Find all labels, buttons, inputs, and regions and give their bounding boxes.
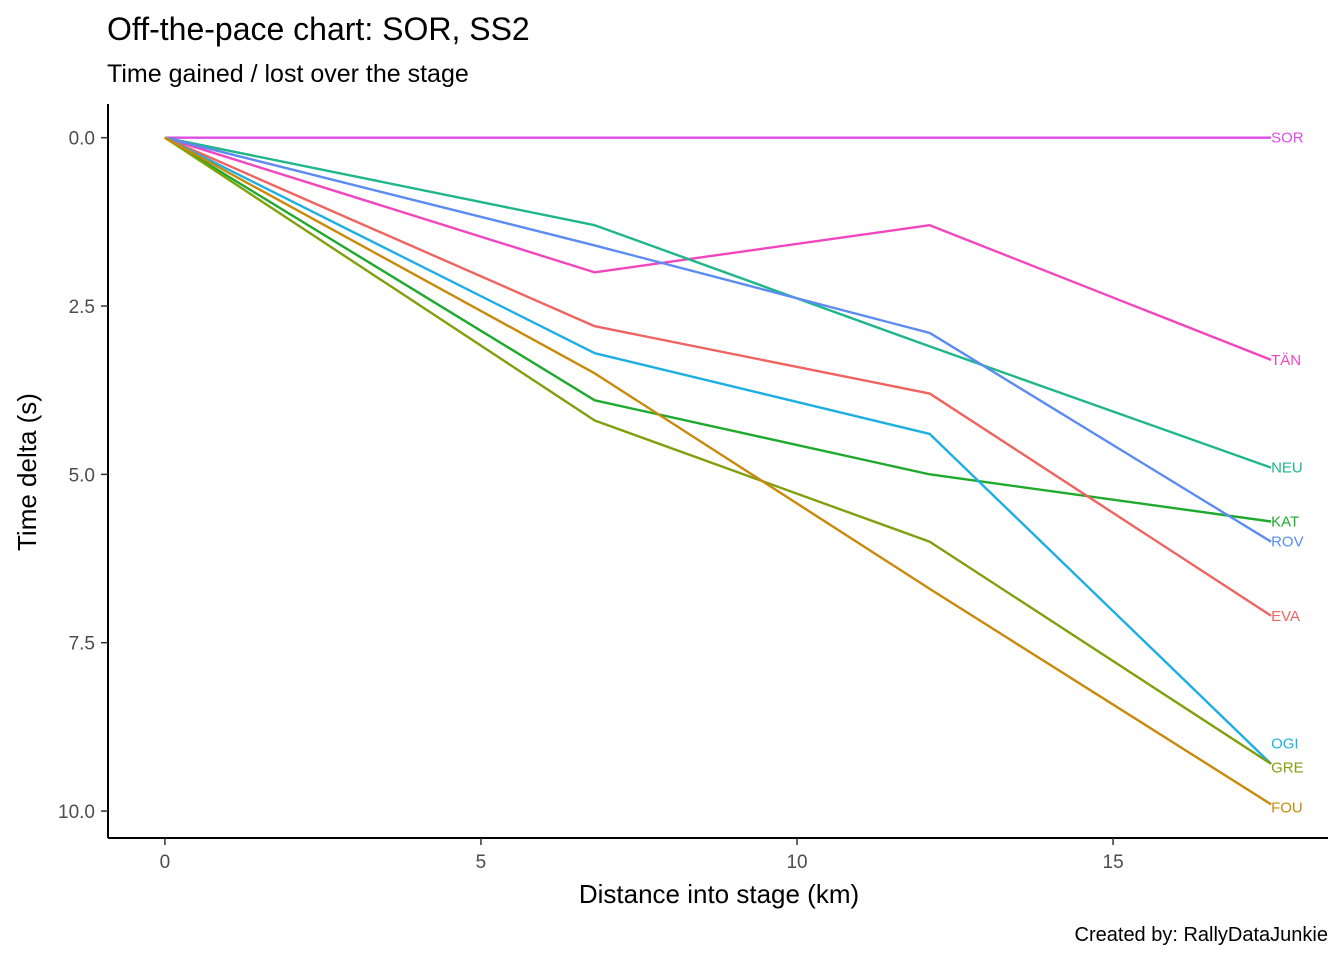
- series-line-ogi: [164, 136, 1272, 765]
- y-tick-label: 2.5: [69, 297, 95, 318]
- series-line-eva: [164, 136, 1272, 617]
- chart-title: Off-the-pace chart: SOR, SS2: [107, 11, 530, 47]
- y-axis-ticks: 0.0 2.5 5.0 7.5 10.0: [58, 129, 108, 823]
- series-end-labels: SOR TÄN NEU KAT ROV EVA OGI GRE FOU: [1271, 130, 1304, 817]
- chart-subtitle: Time gained / lost over the stage: [107, 60, 469, 88]
- y-tick-label: 5.0: [69, 465, 95, 486]
- series-line-fou: [164, 136, 1272, 806]
- series-line-rov: [164, 136, 1272, 543]
- series-line-neu: [164, 136, 1272, 469]
- x-axis-title: Distance into stage (km): [579, 879, 859, 909]
- series-line-kat: [164, 136, 1272, 523]
- x-axis-ticks: 0 5 10 15: [160, 838, 1124, 873]
- series-end-label: ROV: [1271, 534, 1304, 551]
- series-lines: [164, 136, 1272, 806]
- series-end-label: KAT: [1271, 514, 1299, 531]
- chart-caption: Created by: RallyDataJunkie: [1075, 924, 1328, 946]
- x-tick-label: 0: [160, 852, 171, 873]
- series-end-label: OGI: [1271, 736, 1299, 753]
- series-line-tän: [164, 136, 1272, 362]
- series-line-gre: [164, 136, 1272, 765]
- y-tick-label: 10.0: [58, 802, 95, 823]
- x-tick-label: 15: [1103, 852, 1124, 873]
- series-end-label: GRE: [1271, 759, 1304, 776]
- series-end-label: SOR: [1271, 130, 1304, 147]
- y-tick-label: 7.5: [69, 634, 95, 655]
- y-tick-label: 0.0: [69, 129, 95, 150]
- x-tick-label: 5: [476, 852, 487, 873]
- series-end-label: EVA: [1271, 608, 1300, 625]
- series-end-label: NEU: [1271, 460, 1303, 477]
- series-end-label: FOU: [1271, 800, 1303, 817]
- series-end-label: TÄN: [1271, 352, 1301, 369]
- y-axis-title: Time delta (s): [12, 393, 42, 551]
- x-tick-label: 10: [786, 852, 807, 873]
